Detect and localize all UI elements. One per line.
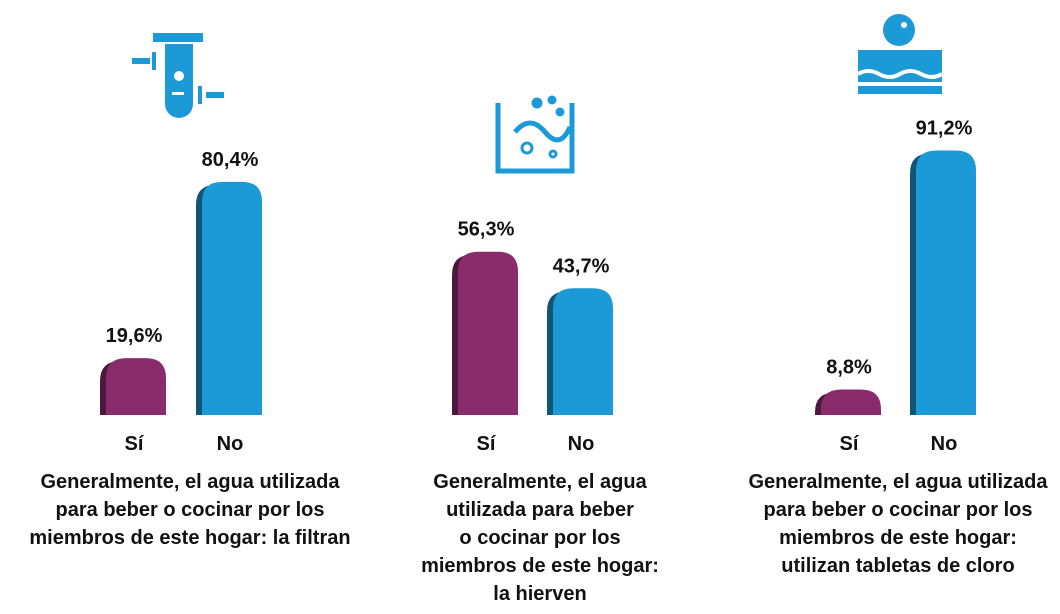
value-label: 91,2% bbox=[916, 118, 973, 140]
bar bbox=[458, 251, 518, 415]
chlorine-icon bbox=[856, 14, 944, 94]
filter-icon bbox=[132, 33, 224, 118]
value-label: 8,8% bbox=[826, 356, 872, 378]
bar bbox=[553, 288, 613, 415]
category-label: Sí bbox=[477, 433, 497, 455]
value-label: 43,7% bbox=[553, 255, 610, 277]
category-label: No bbox=[568, 433, 595, 455]
boil-icon bbox=[495, 95, 575, 174]
category-label: Sí bbox=[840, 433, 860, 455]
caption: Generalmente, el agua utilizada para beb… bbox=[748, 471, 1048, 577]
category-label: Sí bbox=[125, 433, 145, 455]
bar bbox=[821, 389, 881, 415]
bar bbox=[202, 181, 262, 415]
category-label: No bbox=[931, 433, 958, 455]
caption: Generalmente, el agua utilizada para beb… bbox=[421, 471, 659, 605]
category-label: No bbox=[217, 433, 244, 455]
bar bbox=[106, 358, 166, 415]
caption: Generalmente, el agua utilizada para beb… bbox=[29, 471, 351, 549]
bar bbox=[916, 150, 976, 415]
value-label: 80,4% bbox=[202, 149, 259, 171]
value-label: 19,6% bbox=[106, 325, 163, 347]
value-label: 56,3% bbox=[458, 219, 515, 241]
